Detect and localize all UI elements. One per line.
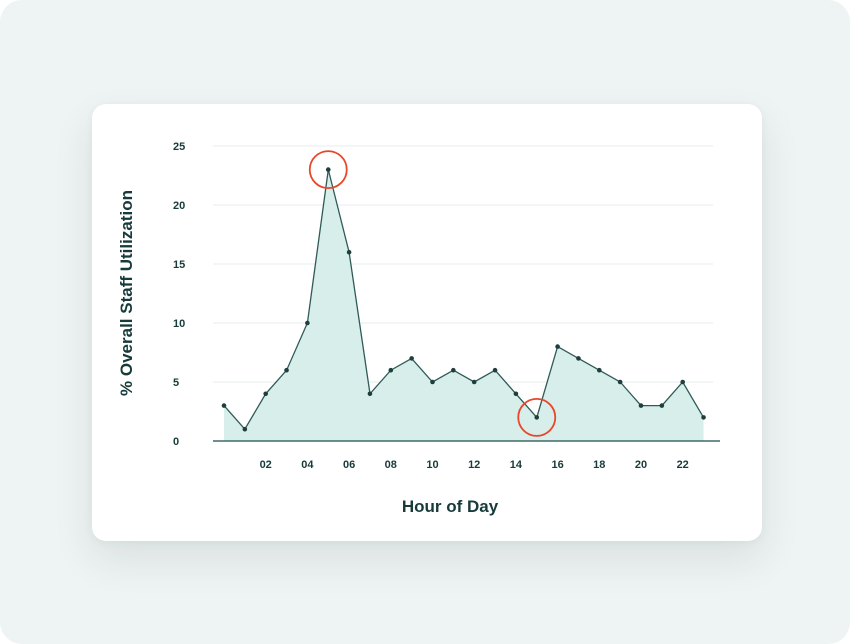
data-point-5 bbox=[325, 167, 331, 172]
data-point-4 bbox=[305, 320, 310, 326]
data-point-12 bbox=[471, 379, 477, 385]
data-point-20 bbox=[638, 403, 644, 408]
x-tick-14: 14 bbox=[510, 459, 523, 471]
data-point-21 bbox=[659, 403, 665, 408]
highlight-circle-trough bbox=[517, 397, 557, 437]
data-point-2 bbox=[263, 391, 269, 397]
data-point-11 bbox=[451, 367, 456, 373]
data-point-7 bbox=[367, 391, 373, 397]
data-point-0 bbox=[221, 403, 227, 408]
y-axis-title: % Overall Staff Utilization bbox=[117, 190, 136, 396]
x-tick-labels: 02 04 06 08 10 12 14 16 18 20 22 bbox=[260, 459, 689, 471]
grid bbox=[213, 145, 713, 383]
data-point-19 bbox=[617, 379, 623, 385]
data-point-6 bbox=[346, 249, 352, 255]
highlight-circle-peak bbox=[308, 150, 348, 190]
data-point-14 bbox=[513, 391, 519, 397]
y-tick-25: 25 bbox=[173, 141, 185, 153]
x-axis-title: Hour of Day bbox=[402, 497, 499, 516]
y-tick-labels: 0 5 10 15 20 25 bbox=[173, 141, 185, 448]
data-point-8 bbox=[388, 367, 394, 373]
utilization-line bbox=[223, 169, 705, 431]
x-tick-02: 02 bbox=[260, 459, 272, 471]
data-point-17 bbox=[576, 356, 581, 361]
x-tick-12: 12 bbox=[468, 459, 480, 471]
utilization-area bbox=[224, 169, 704, 441]
x-tick-06: 06 bbox=[343, 459, 355, 471]
y-tick-15: 15 bbox=[173, 259, 185, 271]
data-point-1 bbox=[242, 426, 248, 432]
x-tick-16: 16 bbox=[551, 459, 563, 471]
y-tick-5: 5 bbox=[173, 377, 179, 389]
y-tick-10: 10 bbox=[173, 318, 185, 330]
data-point-9 bbox=[409, 356, 414, 361]
data-point-16 bbox=[555, 344, 560, 349]
data-point-15 bbox=[534, 415, 540, 420]
x-tick-18: 18 bbox=[593, 459, 605, 471]
data-point-23 bbox=[701, 415, 706, 420]
data-point-13 bbox=[492, 367, 498, 373]
x-tick-10: 10 bbox=[426, 459, 438, 471]
x-tick-04: 04 bbox=[301, 459, 314, 471]
data-point-3 bbox=[284, 367, 289, 373]
highlight-markers bbox=[308, 150, 557, 437]
y-tick-20: 20 bbox=[173, 200, 185, 212]
data-point-18 bbox=[597, 367, 602, 373]
data-point-22 bbox=[680, 379, 685, 385]
data-point-10 bbox=[430, 379, 435, 385]
x-tick-20: 20 bbox=[635, 459, 647, 471]
data-points bbox=[221, 167, 706, 432]
x-tick-22: 22 bbox=[677, 459, 689, 471]
y-tick-0: 0 bbox=[173, 436, 179, 448]
x-tick-08: 08 bbox=[385, 459, 397, 471]
